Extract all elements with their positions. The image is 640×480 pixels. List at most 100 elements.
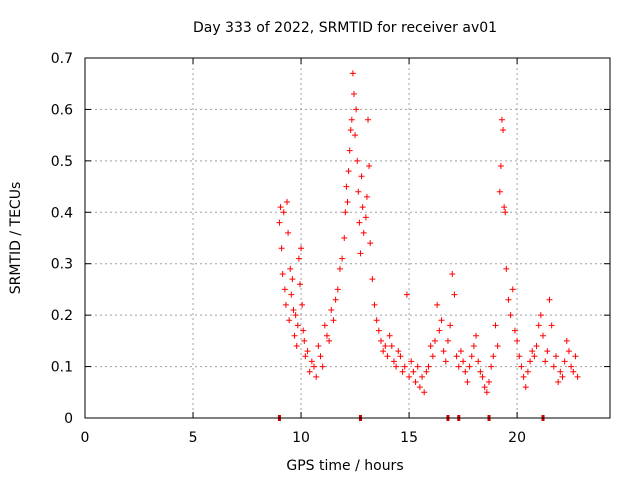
data-point [466,363,473,370]
data-point [317,353,324,360]
data-point [501,204,508,211]
data-point [311,363,318,370]
data-point [294,322,301,329]
data-point [296,281,303,288]
data-point [339,255,346,262]
data-point [373,317,380,324]
data-point [304,348,311,355]
data-point [531,353,538,360]
data-point [347,127,354,133]
data-point [323,332,330,339]
data-point [548,322,555,329]
data-point [483,389,490,396]
data-point [299,301,306,308]
data-point [401,363,408,370]
data-point [542,358,549,365]
data-point [343,183,350,190]
data-point [360,229,367,236]
data-point [332,296,339,303]
data-point [349,70,356,77]
x-axis-label: GPS time / hours [286,458,403,474]
data-point [321,322,328,329]
data-point [561,358,568,365]
data-point [356,219,363,226]
data-point [403,291,410,298]
data-point [281,286,288,293]
data-point [377,337,384,344]
data-point [276,219,283,226]
x-tick-label: 5 [189,430,198,446]
data-point [408,358,415,365]
data-point [514,337,521,344]
plot-frame [84,57,611,419]
data-point [492,322,499,329]
data-point [301,337,308,344]
data-point [330,317,337,324]
data-point [302,353,309,360]
data-point [278,245,285,252]
data-point [479,373,486,380]
data-point [362,214,369,221]
data-point [486,379,493,385]
gridlines [85,58,610,418]
data-point [425,363,432,370]
data-point [488,363,495,370]
data-point [419,373,426,380]
data-point [473,332,480,339]
data-point [533,343,540,349]
data-point [468,353,475,360]
data-point [308,358,315,365]
chart-title: Day 333 of 2022, SRMTID for receiver av0… [193,20,497,36]
data-point [282,301,289,308]
data-point [348,116,355,123]
data-point [449,271,456,277]
data-point [298,245,305,252]
data-point [477,368,484,375]
x-tick-label: 10 [292,430,310,446]
data-point [563,337,570,344]
data-point [524,368,531,375]
data-point [326,337,333,344]
data-point [460,358,467,365]
x-axis-tick-labels: 0 5 10 15 20 [81,430,526,446]
data-point [498,116,505,123]
data-point [552,353,559,360]
data-point [481,384,488,391]
y-tick-label: 0.3 [51,257,73,273]
data-point [287,265,294,272]
data-point [509,286,516,293]
data-point [334,286,341,293]
data-point [369,276,376,283]
data-point [518,363,525,370]
data-point [511,327,518,334]
data-point [421,389,428,396]
data-point [384,353,391,360]
data-point [568,363,575,370]
data-point [395,348,402,355]
data-point [505,296,512,303]
data-point [559,373,566,380]
data-point [572,353,579,360]
data-point [502,209,509,216]
data-point [410,368,417,375]
data-point [444,337,451,344]
data-point [406,373,413,380]
data-point [344,199,351,205]
data-point [342,209,349,216]
data-point [279,271,286,277]
data-point [462,368,469,375]
data-point [388,343,395,349]
y-tick-label: 0 [64,411,73,427]
data-point [550,363,557,370]
data-point [293,343,300,349]
y-tick-label: 0.1 [51,360,73,376]
y-axis-tick-labels: 0 0.1 0.2 0.3 0.4 0.5 0.6 0.7 [51,51,73,427]
data-point [447,322,454,329]
data-point [570,368,577,375]
data-point [355,188,362,195]
data-point [289,276,296,283]
data-points [276,70,581,396]
y-tick-label: 0.5 [51,154,73,170]
data-point [434,301,441,308]
data-point [442,358,449,365]
